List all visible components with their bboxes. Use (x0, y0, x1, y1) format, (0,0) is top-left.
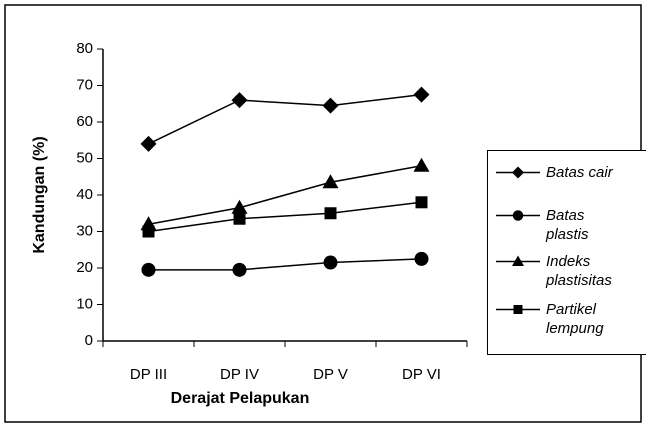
marker (231, 199, 248, 214)
marker (512, 210, 524, 221)
x-tick-label: DP V (313, 366, 348, 383)
y-tick-label: 40 (76, 186, 93, 203)
marker (413, 86, 430, 103)
y-tick-label: 30 (76, 222, 93, 239)
marker (141, 262, 156, 277)
marker (415, 196, 428, 209)
x-tick-label: DP VI (402, 366, 441, 383)
marker (414, 251, 429, 266)
y-tick-label: 60 (76, 113, 93, 130)
legend-label: Indeks plastisitas (546, 253, 612, 289)
legend-entry: Batas cair (494, 163, 644, 182)
legend-label: Batas cair (546, 164, 613, 181)
y-tick-label: 0 (85, 332, 93, 349)
marker (231, 92, 248, 109)
legend-swatch (496, 255, 540, 266)
x-tick-label: DP IV (220, 366, 259, 383)
marker (232, 262, 247, 277)
marker (233, 212, 246, 225)
marker (142, 225, 155, 238)
series-line (148, 165, 422, 225)
marker (512, 255, 524, 266)
legend-entry: Batas plastis (494, 206, 644, 244)
y-tick-label: 20 (76, 259, 93, 276)
series-line (148, 201, 422, 233)
legend-label: Batas plastis (546, 207, 589, 243)
series-line (148, 258, 422, 271)
legend-swatch (496, 210, 540, 221)
x-tick-label: DP III (130, 366, 167, 383)
x-axis-title: Derajat Pelapukan (171, 390, 310, 407)
marker (322, 174, 339, 189)
marker (140, 135, 157, 152)
marker (413, 157, 430, 172)
marker (512, 166, 524, 179)
legend: Batas cair Batas plastis Indeks plastisita… (487, 150, 646, 355)
marker (513, 305, 523, 314)
y-tick-label: 50 (76, 149, 93, 166)
marker (323, 255, 338, 270)
legend-label: Partikel lempung (546, 301, 604, 337)
legend-entry: Indeks plastisitas (494, 252, 644, 290)
legend-swatch (496, 305, 540, 314)
y-tick-label: 10 (76, 295, 93, 312)
series-line (148, 93, 422, 145)
legend-swatch (496, 166, 540, 179)
marker (324, 207, 337, 220)
legend-entry: Partikel lempung (494, 300, 644, 338)
y-tick-label: 70 (76, 76, 93, 93)
marker (322, 97, 339, 114)
y-axis-title: Kandungan (%) (31, 136, 48, 253)
y-tick-label: 80 (76, 40, 93, 57)
